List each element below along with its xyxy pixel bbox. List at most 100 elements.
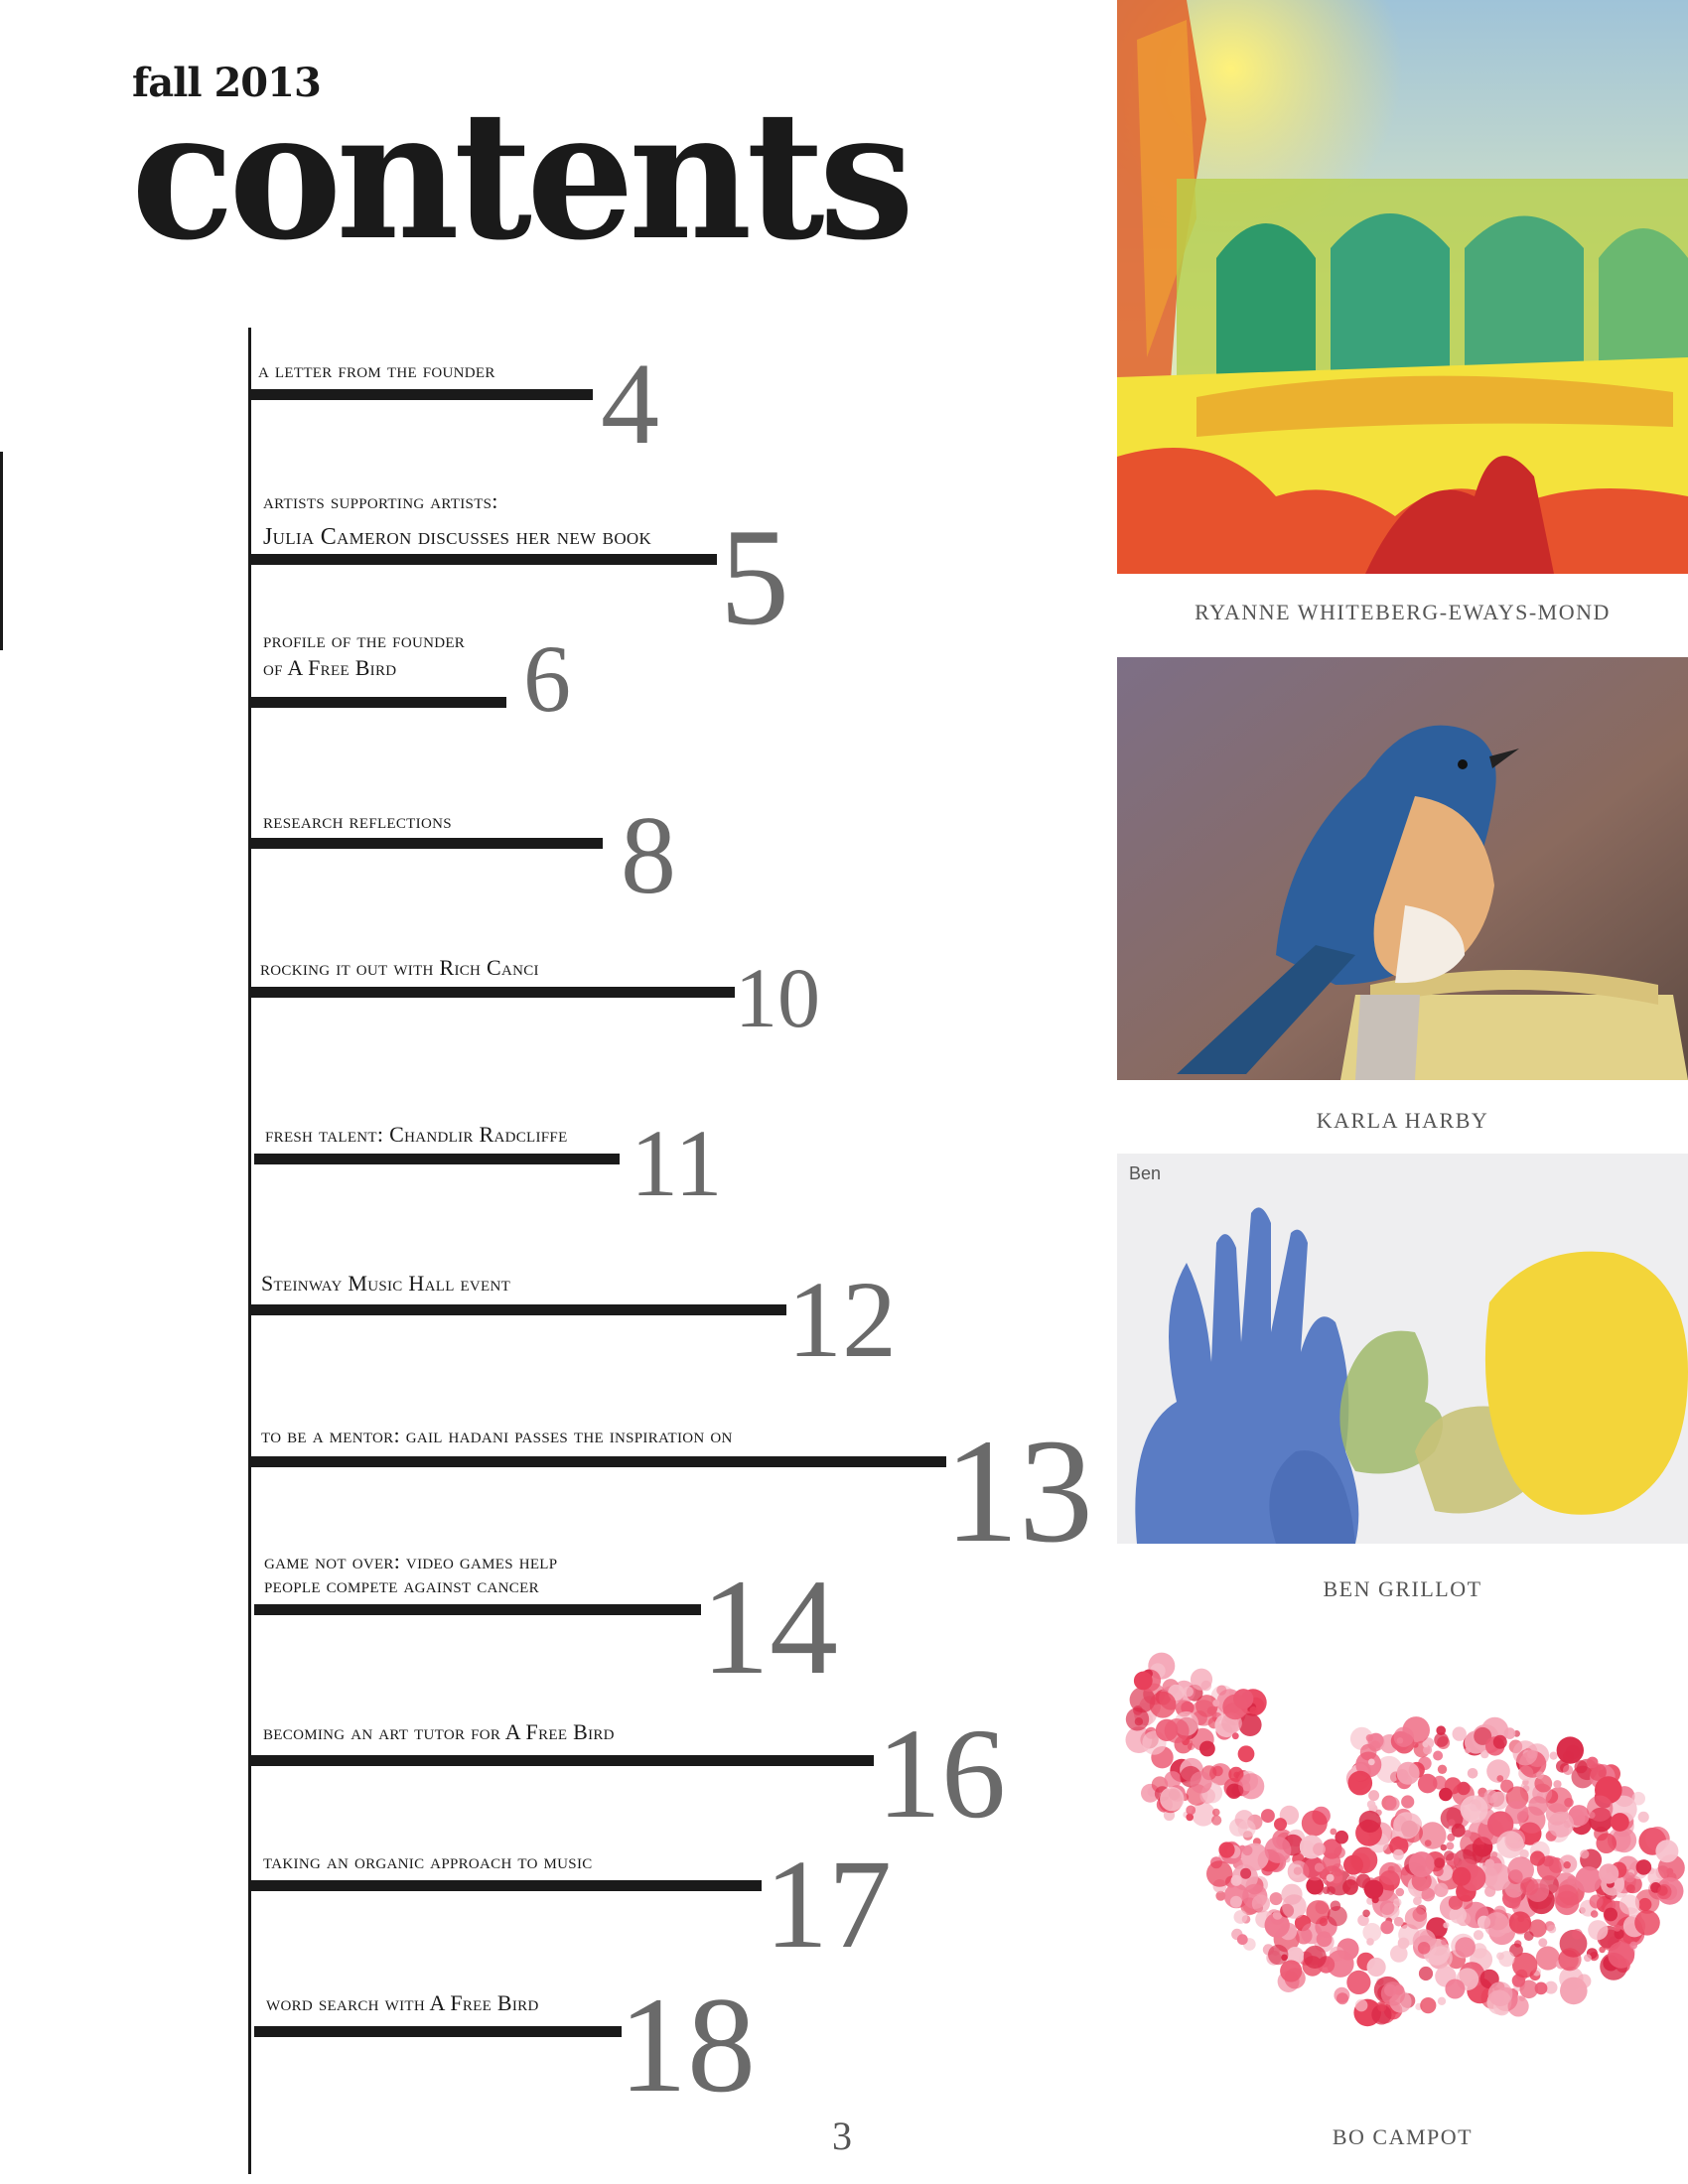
whale-dot: [1451, 1823, 1466, 1838]
whale-dot: [1608, 1941, 1635, 1969]
whale-dot: [1191, 1802, 1215, 1827]
whale-dot: [1536, 1771, 1544, 1780]
toc-entry-bar: [250, 1755, 874, 1766]
whale-dot: [1498, 1951, 1515, 1968]
toc-entry-bar: [250, 1304, 786, 1315]
toc-spine: [248, 328, 251, 2174]
whale-dot: [1233, 1910, 1248, 1924]
whale-dot: [1503, 1727, 1516, 1739]
whale-dot: [1508, 1911, 1532, 1934]
bluebird-painting: [1117, 657, 1688, 1080]
whale-dot: [1572, 1928, 1583, 1940]
whale-dot: [1264, 1837, 1292, 1863]
whale-dot: [1549, 1751, 1558, 1760]
artwork-pink-whale: [1117, 1626, 1688, 2101]
whale-dot: [1190, 1771, 1212, 1794]
whale-dot: [1301, 1810, 1328, 1837]
whale-dot: [1371, 2004, 1392, 2025]
artwork-garden-arches: [1117, 0, 1688, 574]
toc-entry-bar: [250, 554, 717, 565]
whale-dot: [1439, 1787, 1453, 1802]
toc-entry-page-number: 18: [619, 1969, 756, 2120]
toc-entry-bar: [250, 1880, 762, 1891]
whale-dot: [1434, 1732, 1449, 1747]
whale-dot: [1288, 1863, 1304, 1879]
whale-dot: [1237, 1745, 1255, 1763]
whale-dot: [1440, 1843, 1448, 1851]
whale-dot: [1418, 1966, 1434, 1981]
whale-dot: [1367, 1732, 1384, 1749]
toc-entry-label-line1: game not over: video games help: [264, 1549, 558, 1573]
whale-dot: [1384, 1983, 1397, 1997]
whale-dot: [1496, 1831, 1524, 1858]
toc-entry-label: research reflections: [263, 808, 452, 833]
toc-entry-page-number: 17: [765, 1834, 892, 1975]
whale-dot: [1512, 1952, 1538, 1979]
whale-dot: [1624, 1872, 1635, 1883]
issue-season: fall 2013: [132, 60, 322, 106]
whale-dot: [1590, 1910, 1599, 1918]
toc-entry-label: a letter from the founder: [258, 357, 495, 382]
toc-entry-bar: [250, 389, 593, 400]
whale-dot: [1212, 1700, 1220, 1707]
whale-dot: [1655, 1840, 1679, 1863]
whale-dot: [1464, 1830, 1472, 1838]
toc-entry-label-line2: people compete against cancer: [264, 1572, 539, 1597]
toc-entry-label: Steinway Music Hall event: [261, 1271, 511, 1296]
whale-dot: [1638, 1897, 1652, 1912]
artwork-bluebird: [1117, 657, 1688, 1080]
whale-dot: [1390, 1945, 1408, 1963]
whale-dot: [1238, 1773, 1265, 1800]
whale-dot: [1452, 1866, 1472, 1886]
whale-dot: [1264, 1912, 1290, 1938]
whale-dot: [1508, 1897, 1520, 1910]
whale-dot: [1437, 1764, 1448, 1774]
toc-entry-page-number: 6: [523, 625, 571, 732]
whale-dot: [1507, 1995, 1529, 2017]
whale-dot: [1473, 1930, 1484, 1941]
whale-dot: [1486, 1759, 1510, 1783]
toc-entry-page-number: 14: [701, 1551, 838, 1703]
whale-dot: [1272, 1910, 1283, 1920]
whale-dot: [1528, 1796, 1548, 1816]
whale-dot: [1523, 1931, 1534, 1942]
whale-dot: [1160, 1786, 1185, 1812]
whale-dot: [1284, 1968, 1306, 1989]
artwork-caption: BEN GRILLOT: [1323, 1576, 1482, 1601]
whale-dot: [1657, 1885, 1668, 1896]
whale-dot: [1448, 1819, 1456, 1827]
whale-dot: [1417, 1773, 1438, 1794]
whale-dot: [1335, 1830, 1348, 1844]
whale-dot: [1362, 1909, 1370, 1918]
whale-dot: [1408, 1851, 1435, 1878]
whale-dot: [1421, 1887, 1436, 1902]
whale-dot: [1334, 1868, 1342, 1877]
toc-entry-bar: [250, 697, 506, 708]
whale-dot: [1596, 1833, 1617, 1853]
whale-dot: [1547, 1924, 1557, 1934]
whale-dot: [1211, 1815, 1222, 1826]
whale-dot: [1306, 1876, 1325, 1895]
toc-entry-bar: [250, 838, 603, 849]
whale-dot: [1529, 1850, 1546, 1866]
whale-dot: [1452, 1726, 1467, 1741]
pink-dot-whale: [1125, 1652, 1685, 2027]
whale-dot: [1556, 1736, 1584, 1764]
whale-dot: [1393, 1916, 1404, 1927]
whale-dot: [1260, 1809, 1275, 1824]
whale-dot: [1604, 1907, 1618, 1922]
whale-dot: [1474, 1726, 1492, 1745]
whale-dot: [1368, 1790, 1380, 1802]
whale-dot: [1443, 1922, 1450, 1929]
whale-dot: [1393, 1726, 1414, 1747]
whale-dot: [1448, 1895, 1463, 1910]
artwork-signature: Ben: [1129, 1163, 1161, 1183]
whale-dot: [1334, 1846, 1345, 1858]
whale-dot: [1233, 1689, 1254, 1709]
whale-dot: [1190, 1668, 1213, 1691]
whale-dot: [1433, 1750, 1444, 1761]
whale-dot: [1480, 1749, 1489, 1759]
whale-dot: [1625, 1884, 1635, 1894]
whale-dot: [1236, 1934, 1248, 1946]
whale-dot: [1618, 1894, 1640, 1915]
